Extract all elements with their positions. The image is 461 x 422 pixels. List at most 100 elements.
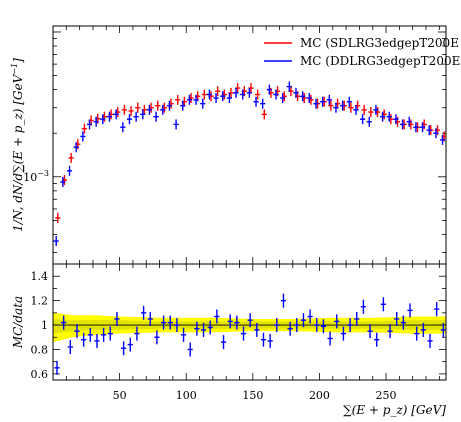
data-point-ddlrg3	[280, 93, 286, 104]
data-point-ddlrg3	[80, 131, 86, 142]
ratio-point	[360, 299, 367, 314]
data-point-ddlrg3	[60, 177, 66, 188]
data-point-sdlrg3	[361, 104, 367, 115]
ratio-point	[280, 293, 287, 308]
ratio-point	[414, 326, 420, 341]
data-point-ddlrg3	[433, 128, 439, 139]
data-point-ddlrg3	[220, 91, 226, 102]
ratio-point	[347, 318, 353, 333]
ratio-y-tick-label: 1	[41, 319, 48, 332]
ratio-point	[61, 315, 67, 330]
ratio-point	[367, 324, 373, 339]
x-axis-label: ∑(E + p_z) [GeV]	[343, 403, 446, 417]
data-point-ddlrg3	[66, 165, 73, 176]
ratio-point	[127, 337, 133, 352]
data-point-ddlrg3	[253, 96, 259, 107]
data-point-sdlrg3	[55, 212, 61, 223]
ratio-point	[240, 326, 247, 341]
data-point-ddlrg3	[286, 81, 292, 92]
data-point-ddlrg3	[240, 89, 246, 100]
data-point-ddlrg3	[393, 114, 399, 125]
data-point-ddlrg3	[213, 93, 219, 104]
data-point-sdlrg3	[348, 102, 354, 113]
ratio-point	[134, 326, 140, 341]
ratio-point	[227, 314, 233, 329]
data-point-ddlrg3	[100, 114, 106, 125]
data-point-sdlrg3	[175, 94, 181, 105]
data-point-sdlrg3	[135, 102, 141, 113]
ratio-point	[327, 331, 333, 346]
data-point-ddlrg3	[306, 93, 312, 104]
ratio-plot-ticks: 50 100 150 200 250 0.6 0.8 1 1.2 1.4	[31, 264, 446, 402]
ratio-point	[407, 303, 413, 318]
data-point-sdlrg3	[81, 123, 88, 134]
ratio-point	[174, 318, 180, 333]
data-point-ddlrg3	[260, 98, 266, 109]
ratio-point	[380, 297, 386, 312]
data-point-ddlrg3	[273, 89, 279, 100]
legend-label-sdlrg3: MC (SDLRG3edgepT200E	[300, 36, 459, 50]
data-point-ddlrg3	[126, 114, 133, 125]
ratio-point	[180, 327, 187, 342]
x-tick-label: 100	[176, 389, 197, 402]
data-point-sdlrg3	[201, 89, 207, 100]
x-tick-label: 150	[242, 389, 263, 402]
ratio-point	[247, 313, 253, 328]
data-point-ddlrg3	[313, 98, 319, 109]
data-point-ddlrg3	[379, 111, 386, 122]
ratio-point	[420, 322, 426, 337]
data-point-sdlrg3	[68, 152, 74, 163]
ratio-point	[140, 305, 147, 320]
ratio-point	[267, 333, 273, 348]
data-point-ddlrg3	[233, 87, 239, 98]
data-point-ddlrg3	[153, 111, 159, 122]
data-point-ddlrg3	[293, 87, 299, 98]
data-point-ddlrg3	[366, 116, 372, 127]
data-point-ddlrg3	[326, 94, 332, 105]
ratio-point	[107, 326, 113, 341]
ratio-point	[320, 319, 327, 334]
ratio-point	[294, 318, 300, 333]
x-tick-label: 50	[113, 389, 127, 402]
data-point-ddlrg3	[226, 93, 232, 104]
data-point-sdlrg3	[255, 89, 261, 100]
ratio-point	[187, 342, 193, 357]
data-point-ddlrg3	[360, 114, 366, 125]
ratio-plot-frame	[52, 263, 447, 381]
data-point-ddlrg3	[146, 104, 153, 115]
ratio-y-tick-label: 1.4	[31, 270, 49, 283]
ratio-point	[154, 330, 160, 345]
data-point-ddlrg3	[86, 119, 93, 130]
ratio-point	[394, 311, 400, 326]
data-point-sdlrg3	[368, 107, 374, 118]
main-plot-y-axis-label: 1/N, dN/d∑(E + p_z) [GeV−1]	[10, 58, 25, 232]
ratio-point	[121, 341, 127, 356]
ratio-point	[114, 311, 120, 326]
ratio-point	[287, 321, 293, 336]
data-point-ddlrg3	[346, 96, 352, 107]
ratio-point	[207, 320, 213, 335]
data-point-ddlrg3	[186, 94, 193, 105]
data-point-ddlrg3	[93, 116, 99, 127]
legend-label-ddlrg3: MC (DDLRG3edgepT200E	[300, 54, 460, 68]
data-point-ddlrg3	[340, 100, 346, 111]
ratio-point	[334, 314, 340, 329]
data-point-ddlrg3	[73, 142, 79, 153]
ratio-point	[340, 326, 347, 341]
data-point-sdlrg3	[328, 100, 334, 111]
ratio-point	[87, 327, 93, 342]
data-point-ddlrg3	[399, 119, 406, 130]
ratio-point	[440, 322, 446, 337]
ratio-point	[300, 313, 307, 328]
data-point-sdlrg3	[128, 105, 134, 116]
data-point-ddlrg3	[173, 119, 179, 130]
ratio-y-tick-label: 1.2	[31, 295, 49, 308]
data-point-ddlrg3	[439, 134, 446, 145]
data-point-sdlrg3	[121, 104, 128, 115]
ratio-point	[167, 315, 173, 330]
data-point-ddlrg3	[160, 104, 166, 115]
ratio-y-tick-label: 0.8	[31, 343, 49, 356]
ratio-point	[54, 360, 60, 375]
data-point-ddlrg3	[133, 111, 139, 122]
